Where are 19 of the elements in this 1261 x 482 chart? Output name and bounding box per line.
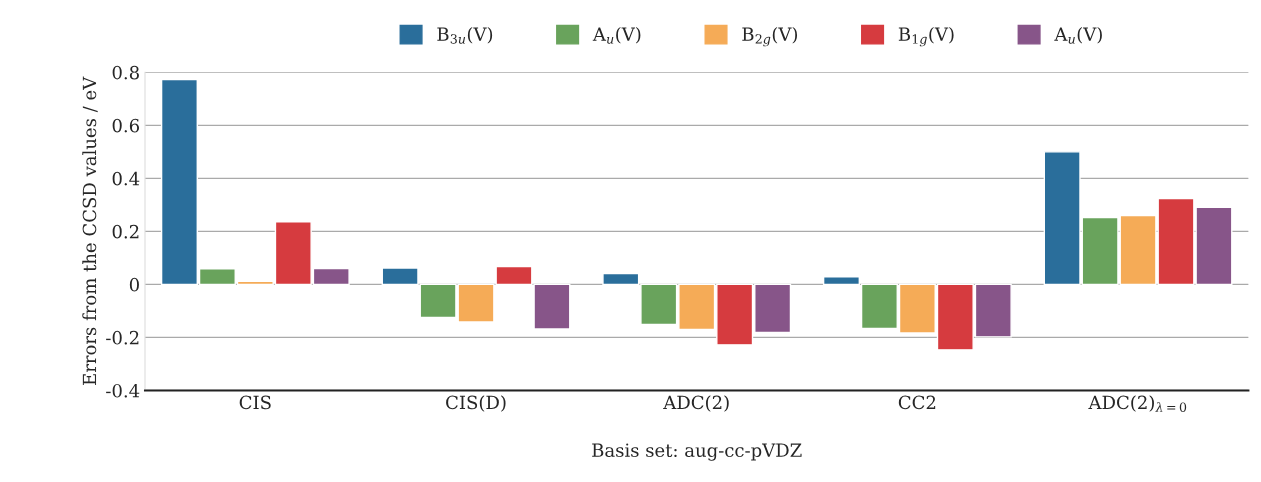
y-tick-label: -0.4 — [106, 383, 140, 398]
y-tick-label: 0.6 — [112, 118, 140, 133]
x-tick-label: CC2 — [898, 395, 936, 410]
y-tick-label: -0.2 — [106, 330, 139, 345]
y-tick-label: 0.2 — [112, 224, 139, 239]
y-tick-label: 0.4 — [112, 171, 140, 186]
legend-label: B$_{1g}$(V) — [898, 27, 954, 47]
y-axis-title: Errors from the CCSD values / eV — [82, 76, 98, 385]
legend-label: A$_{u}$(V) — [592, 27, 641, 44]
x-axis-title: Basis set: aug-cc-pVDZ — [592, 443, 802, 461]
x-tick-label: CIS — [239, 395, 271, 410]
legend-label: A$_{u}$(V) — [1054, 27, 1102, 44]
legend-label: B$_{3u}$(V) — [437, 27, 493, 44]
legend-label: B$_{2g}$(V) — [742, 27, 798, 47]
y-tick-label: 0 — [129, 277, 139, 292]
y-tick-label: 0.8 — [112, 65, 139, 80]
x-tick-label: CIS(D) — [446, 395, 506, 412]
x-tick-label: ADC(2)$_{λ=0}$ — [1088, 395, 1187, 412]
x-tick-label: ADC(2) — [663, 395, 729, 412]
